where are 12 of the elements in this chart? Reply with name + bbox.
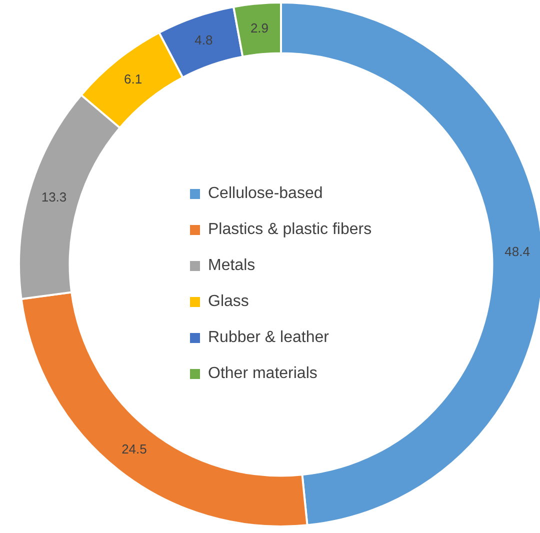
legend-label: Metals xyxy=(208,257,256,275)
data-label: 2.9 xyxy=(250,20,269,36)
legend-label: Cellulose-based xyxy=(208,185,323,203)
legend-label: Other materials xyxy=(208,365,318,383)
data-label: 24.5 xyxy=(122,442,147,457)
data-label: 48.4 xyxy=(504,244,530,260)
data-label: 6.1 xyxy=(124,71,142,86)
data-label: 13.3 xyxy=(41,189,67,204)
legend-label: Glass xyxy=(208,293,249,311)
data-label: 4.8 xyxy=(194,32,213,48)
legend-label: Plastics & plastic fibers xyxy=(208,221,372,239)
legend-label: Rubber & leather xyxy=(208,329,329,347)
